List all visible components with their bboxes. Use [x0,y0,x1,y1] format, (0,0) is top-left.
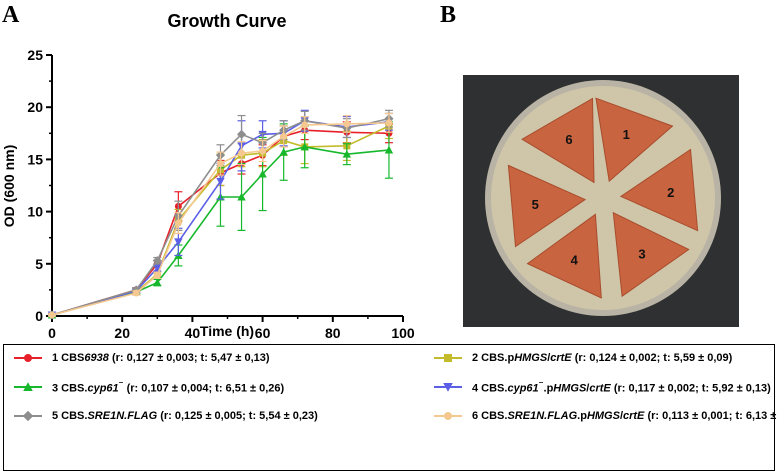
legend-swatch [434,354,462,362]
sector-label: 1 [623,127,630,142]
data-point [385,119,393,127]
data-point [174,238,183,247]
legend-label: 4 CBS.cyp61⁻.pHMGS/crtE (r: 0,117 ± 0,00… [472,379,771,395]
legend-swatch [14,354,42,362]
colony-sector [612,211,690,298]
legend-label: 3 CBS.cyp61⁻ (r: 0,107 ± 0,004; t: 6,51 … [52,379,285,395]
legend-item: 3 CBS.cyp61⁻ (r: 0,107 ± 0,004; t: 6,51 … [12,376,284,398]
data-point [237,192,246,201]
legend-swatch-marker [443,383,453,392]
legend-item: 1 CBS6938 (r: 0,127 ± 0,003; t: 5,47 ± 0… [12,347,270,369]
x-tick-label: 60 [255,325,271,340]
y-tick-label: 15 [27,151,43,167]
sector-label: 4 [571,253,579,268]
panel-letter-a: A [2,2,20,28]
legend-swatch-marker [444,412,452,420]
data-point [216,160,224,168]
sector-label: 2 [667,185,674,200]
sector-label: 6 [565,132,572,147]
x-tick-label: 80 [325,325,341,340]
legend-label: 1 CBS6938 (r: 0,127 ± 0,003; t: 5,47 ± 0… [52,352,270,364]
data-point [153,264,162,273]
colony-sector [521,97,595,184]
legend-label: 6 CBS.SRE1N.FLAG.pHMGS/crtE (r: 0,113 ± … [472,410,778,422]
x-tick-label: 20 [114,325,130,340]
sector-label: 3 [638,247,645,262]
legend-item: 5 CBS.SRE1N.FLAG (r: 0,125 ± 0,005; t: 5… [12,405,318,427]
data-point [153,271,161,279]
data-point [279,147,288,156]
data-point [216,177,225,186]
x-tick-label: 0 [48,325,56,340]
data-point [384,145,394,154]
data-point [280,132,288,140]
legend-label: 5 CBS.SRE1N.FLAG (r: 0,125 ± 0,005; t: 5… [52,410,318,422]
data-point [174,219,182,227]
legend-swatch-marker [24,354,32,362]
legend-swatch [434,412,462,420]
sector-label: 5 [532,197,539,212]
chart-axes: 0 5 10 15 20 25 0 20 40 60 80 100 [27,47,414,340]
legend-swatch-marker [22,410,34,422]
legend-swatch [434,383,462,392]
data-point [343,120,351,128]
colony-sector [526,213,602,299]
series-6 [48,112,393,319]
data-point [48,311,56,319]
legend-item: 4 CBS.cyp61⁻.pHMGS/crtE (r: 0,117 ± 0,00… [432,376,771,398]
x-axis-label: Time (h) [200,323,254,339]
y-axis-label: OD (600 nm) [1,145,17,227]
legend: 1 CBS6938 (r: 0,127 ± 0,003; t: 5,47 ± 0… [3,344,778,471]
data-point [153,278,162,287]
data-point [258,169,267,178]
panel-letter-b: B [440,2,457,28]
colony-sector [619,148,699,232]
legend-swatch-marker [23,382,33,391]
legend-item: 2 CBS.pHMGS/crtE (r: 0,124 ± 0,002; t: 5… [432,347,732,369]
x-tick-label: 40 [185,325,201,340]
y-tick-label: 0 [35,308,43,324]
legend-item: 6 CBS.SRE1N.FLAG.pHMGS/crtE (r: 0,113 ± … [432,405,778,427]
chart-title: Growth Curve [167,11,286,31]
growth-curve-chart: Growth Curve 0 5 10 15 20 25 0 20 40 60 80 100 Time… [1,11,415,340]
colony-sector [507,164,587,248]
legend-swatch [14,382,42,391]
y-tick-label: 25 [27,47,43,63]
data-point [236,129,247,139]
y-tick-label: 20 [27,99,43,115]
data-point [238,149,246,157]
x-tick-label: 100 [391,325,415,340]
data-point [132,289,140,297]
culture-plate-photo: 1 2 3 4 5 6 [463,75,739,327]
chart-series-layer [47,109,394,320]
data-point [300,142,309,151]
legend-swatch [14,410,42,422]
y-tick-label: 5 [35,256,43,272]
data-point [342,149,352,158]
data-point [152,256,162,266]
colony-sectors: 1 2 3 4 5 6 [507,97,699,299]
legend-swatch-marker [444,354,452,362]
legend-label: 2 CBS.pHMGS/crtE (r: 0,124 ± 0,002; t: 5… [472,352,733,364]
data-point [259,147,267,155]
colony-sector [595,97,674,183]
y-tick-label: 10 [27,204,43,220]
data-point [301,121,309,129]
